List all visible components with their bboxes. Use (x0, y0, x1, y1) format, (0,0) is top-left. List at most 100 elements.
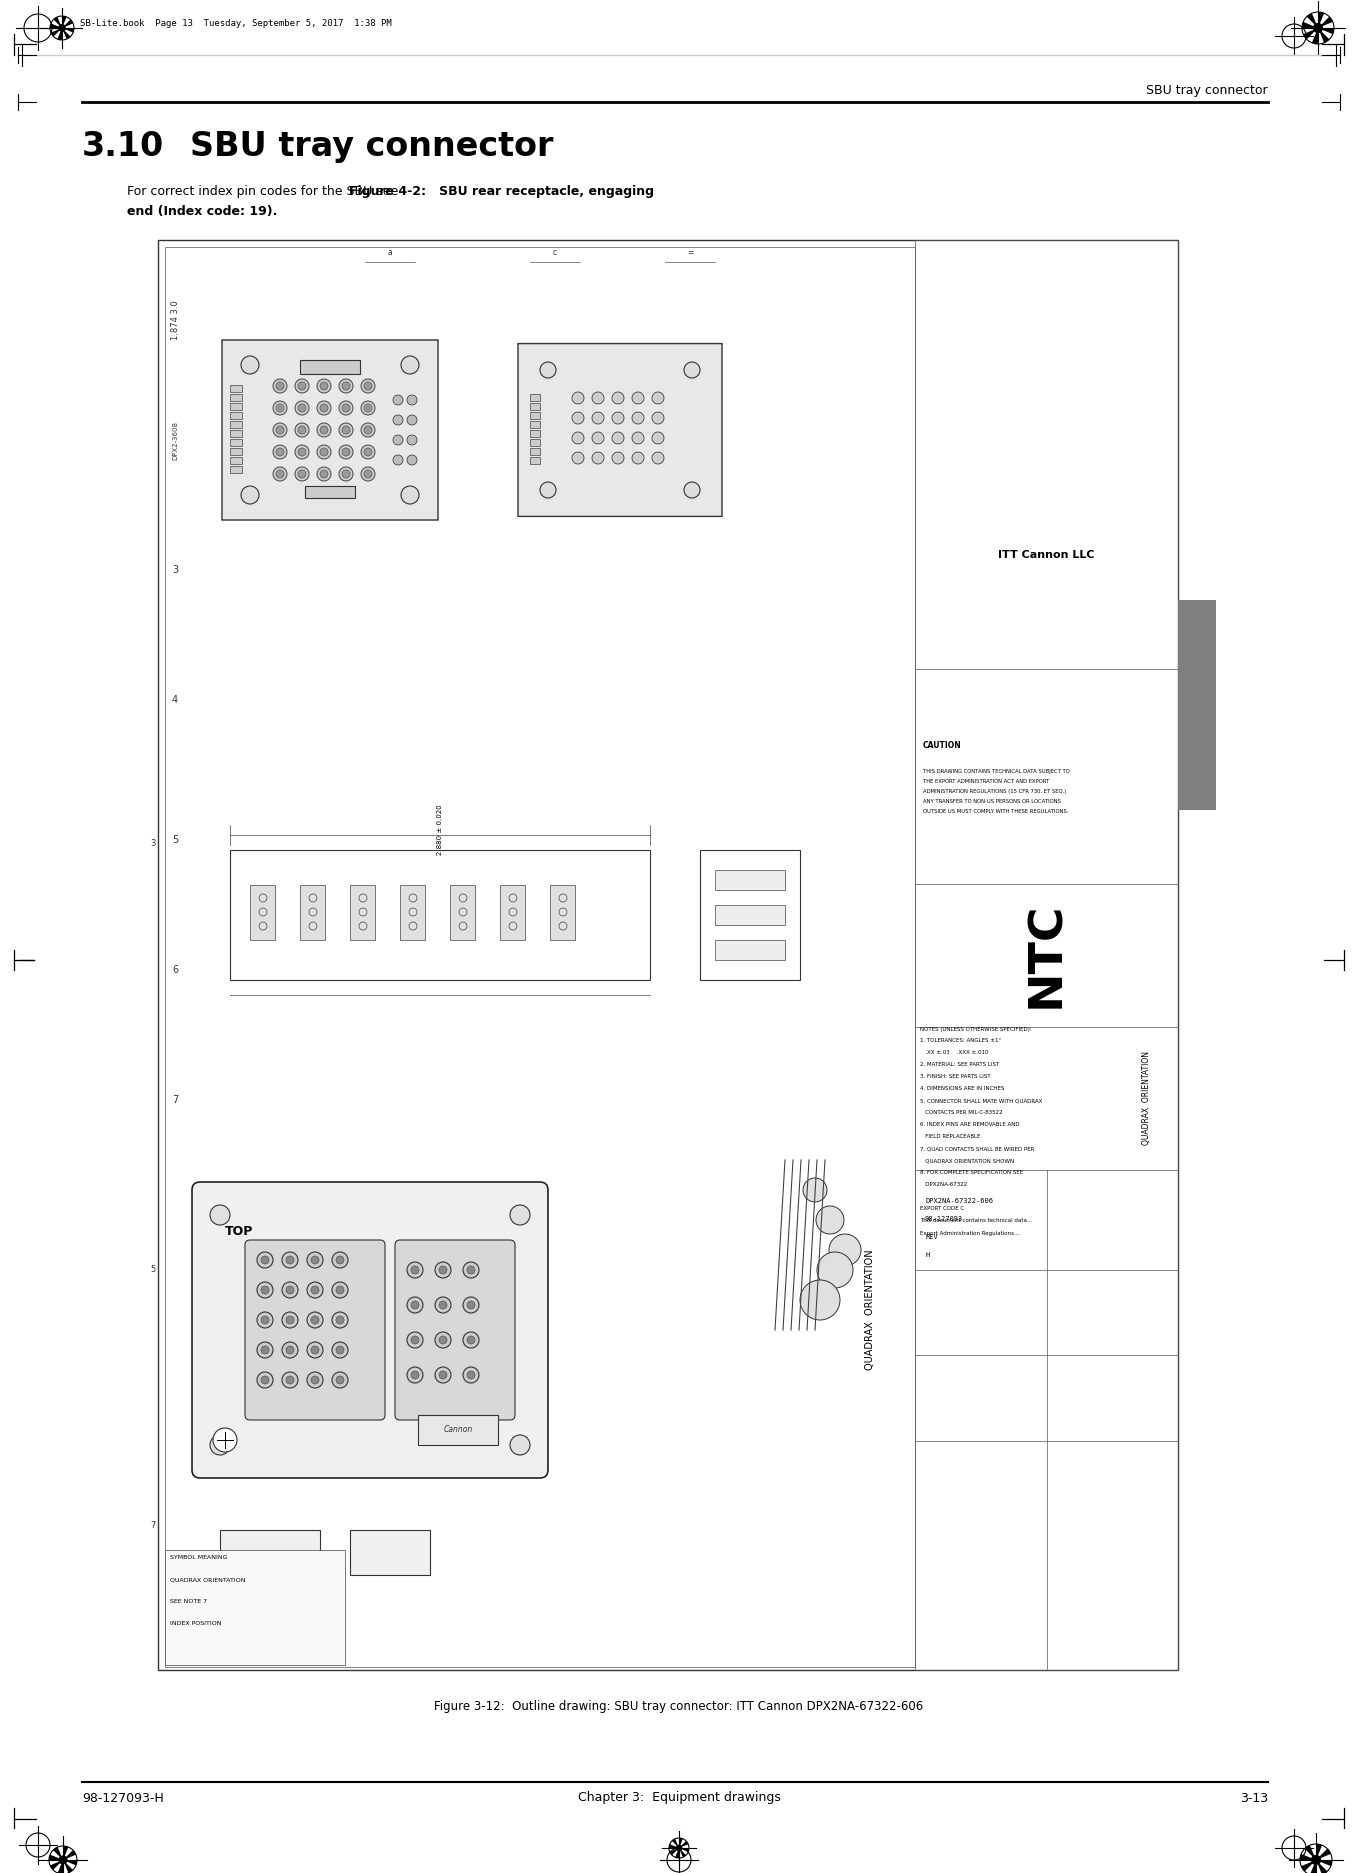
Circle shape (411, 1302, 420, 1309)
Circle shape (463, 1367, 479, 1382)
Circle shape (257, 1281, 273, 1298)
Circle shape (612, 451, 623, 465)
Polygon shape (62, 28, 73, 32)
Bar (230, 421, 242, 429)
Polygon shape (1319, 28, 1329, 43)
Circle shape (335, 1287, 344, 1294)
Polygon shape (50, 28, 62, 36)
Circle shape (261, 1347, 269, 1354)
Circle shape (684, 481, 699, 498)
Circle shape (540, 361, 555, 378)
Circle shape (311, 1257, 319, 1264)
Circle shape (320, 470, 329, 478)
Circle shape (307, 1281, 323, 1298)
Text: .XX ±.03    .XXX ±.010: .XX ±.03 .XXX ±.010 (919, 1051, 989, 1056)
Circle shape (58, 24, 65, 32)
Polygon shape (675, 1849, 679, 1858)
Circle shape (257, 1373, 273, 1388)
Circle shape (435, 1296, 451, 1313)
Circle shape (276, 470, 284, 478)
Circle shape (295, 423, 310, 436)
Circle shape (320, 448, 329, 455)
Polygon shape (669, 1845, 679, 1849)
Circle shape (316, 446, 331, 459)
Bar (530, 448, 540, 455)
Text: REV: REV (925, 1234, 938, 1240)
Bar (230, 466, 242, 474)
Text: SB-Lite.book  Page 13  Tuesday, September 5, 2017  1:38 PM: SB-Lite.book Page 13 Tuesday, September … (80, 19, 391, 28)
Polygon shape (1319, 28, 1334, 34)
Circle shape (320, 425, 329, 435)
Circle shape (467, 1371, 475, 1379)
Text: 5: 5 (172, 835, 178, 845)
Text: 3. FINISH: SEE PARTS LIST: 3. FINISH: SEE PARTS LIST (919, 1075, 990, 1079)
Circle shape (463, 1296, 479, 1313)
Circle shape (295, 378, 310, 393)
Circle shape (407, 416, 417, 425)
Circle shape (342, 382, 350, 390)
Circle shape (276, 382, 284, 390)
Circle shape (392, 455, 403, 465)
Polygon shape (50, 22, 62, 28)
Circle shape (612, 433, 623, 444)
Text: SYMBOL MEANING: SYMBOL MEANING (170, 1555, 228, 1560)
Circle shape (411, 1371, 420, 1379)
Circle shape (407, 435, 417, 446)
Text: 7. QUAD CONTACTS SHALL BE WIRED PER: 7. QUAD CONTACTS SHALL BE WIRED PER (919, 1146, 1035, 1152)
Circle shape (631, 433, 644, 444)
Circle shape (335, 1347, 344, 1354)
Circle shape (439, 1335, 447, 1345)
FancyBboxPatch shape (221, 341, 439, 521)
Circle shape (612, 391, 623, 405)
Polygon shape (1316, 1849, 1331, 1860)
Circle shape (340, 466, 353, 481)
Circle shape (282, 1281, 297, 1298)
Circle shape (652, 412, 664, 423)
Circle shape (240, 485, 259, 504)
Circle shape (307, 1373, 323, 1388)
Text: NOTES (UNLESS OTHERWISE SPECIFIED):: NOTES (UNLESS OTHERWISE SPECIFIED): (919, 1026, 1032, 1032)
Circle shape (342, 425, 350, 435)
Polygon shape (1319, 17, 1332, 28)
Circle shape (407, 395, 417, 405)
Bar (350, 1530, 430, 1575)
Circle shape (261, 1377, 269, 1384)
Text: 6. INDEX PINS ARE REMOVABLE AND: 6. INDEX PINS ARE REMOVABLE AND (919, 1122, 1020, 1128)
Circle shape (320, 405, 329, 412)
Bar (1177, 599, 1215, 809)
Bar (230, 457, 242, 465)
Text: TOP: TOP (225, 1225, 254, 1238)
Circle shape (273, 401, 287, 416)
Circle shape (297, 382, 306, 390)
Text: 7: 7 (172, 1096, 178, 1105)
Circle shape (511, 1204, 530, 1225)
Circle shape (311, 1347, 319, 1354)
Text: 3: 3 (151, 839, 156, 848)
Circle shape (287, 1287, 293, 1294)
Circle shape (316, 378, 331, 393)
Circle shape (331, 1373, 348, 1388)
Circle shape (612, 412, 623, 423)
Circle shape (467, 1302, 475, 1309)
Circle shape (311, 1317, 319, 1324)
Bar (716, 905, 785, 925)
Circle shape (572, 412, 584, 423)
Text: Figure 3-12:  Outline drawing: SBU tray connector: ITT Cannon DPX2NA-67322-606: Figure 3-12: Outline drawing: SBU tray c… (435, 1701, 923, 1714)
Circle shape (342, 470, 350, 478)
Circle shape (816, 1206, 845, 1234)
Polygon shape (1304, 28, 1319, 39)
Circle shape (287, 1317, 293, 1324)
Text: 3: 3 (172, 566, 178, 575)
Circle shape (307, 1251, 323, 1268)
Text: ADMINISTRATION REGULATIONS (15 CFR 730, ET SEQ.): ADMINISTRATION REGULATIONS (15 CFR 730, … (923, 789, 1066, 794)
Bar (230, 403, 242, 410)
Polygon shape (1316, 1860, 1327, 1873)
Bar (716, 869, 785, 890)
Circle shape (257, 1311, 273, 1328)
Text: THIS DRAWING CONTAINS TECHNICAL DATA SUBJECT TO: THIS DRAWING CONTAINS TECHNICAL DATA SUB… (923, 770, 1070, 774)
Text: DPX2-3608: DPX2-3608 (172, 421, 178, 459)
Circle shape (261, 1317, 269, 1324)
Circle shape (287, 1347, 293, 1354)
Text: 6: 6 (172, 965, 178, 976)
Circle shape (592, 391, 604, 405)
